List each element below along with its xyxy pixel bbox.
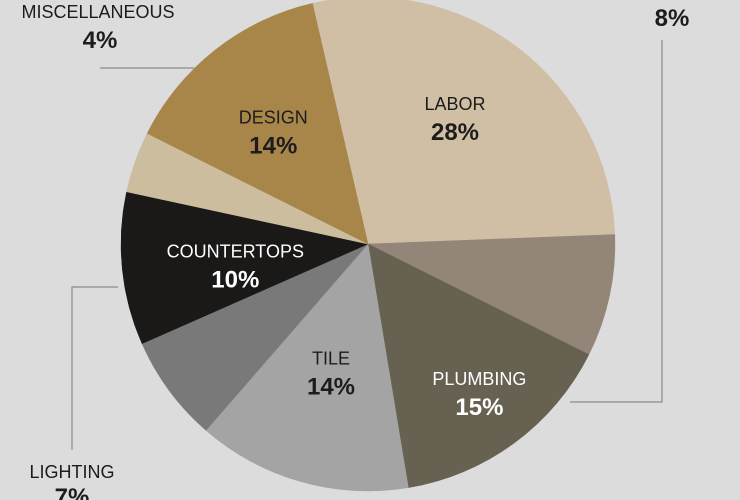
slice-value-labor: 28% [431, 119, 479, 146]
slice-value-plumbing: 15% [455, 394, 503, 421]
outside-value-cabinetry: 8% [655, 5, 690, 32]
outside-value-lighting: 7% [55, 484, 90, 500]
pie-slice-countertops [120, 191, 369, 345]
slice-value-tile: 14% [307, 374, 355, 401]
outside-label-lighting: LIGHTING [29, 462, 114, 482]
labels-layer: LABOR28%CABINETRY8%PLUMBING15%TILE14%LIG… [21, 2, 690, 500]
slice-label-tile: TILE [312, 349, 350, 369]
slice-label-design: DESIGN [239, 108, 308, 128]
leader-line-lighting [71, 286, 118, 450]
outside-value-miscellaneous: 4% [83, 27, 118, 54]
slice-value-countertops: 10% [211, 267, 259, 294]
leader-lines-layer [71, 40, 663, 450]
pie-slice-plumbing [367, 243, 590, 488]
slice-label-plumbing: PLUMBING [432, 369, 526, 389]
pie-slice-lighting [141, 243, 369, 431]
slice-label-labor: LABOR [424, 94, 485, 114]
outside-label-miscellaneous: MISCELLANEOUS [21, 2, 174, 22]
pie-slice-cabinetry [367, 234, 616, 355]
slice-value-design: 14% [249, 133, 297, 160]
slice-label-countertops: COUNTERTOPS [167, 242, 304, 262]
slices-layer [120, 0, 616, 492]
pie-slice-design [146, 3, 369, 245]
leader-line-cabinetry [570, 40, 663, 403]
pie-slice-labor [312, 0, 616, 245]
pie-slice-tile [205, 243, 409, 492]
